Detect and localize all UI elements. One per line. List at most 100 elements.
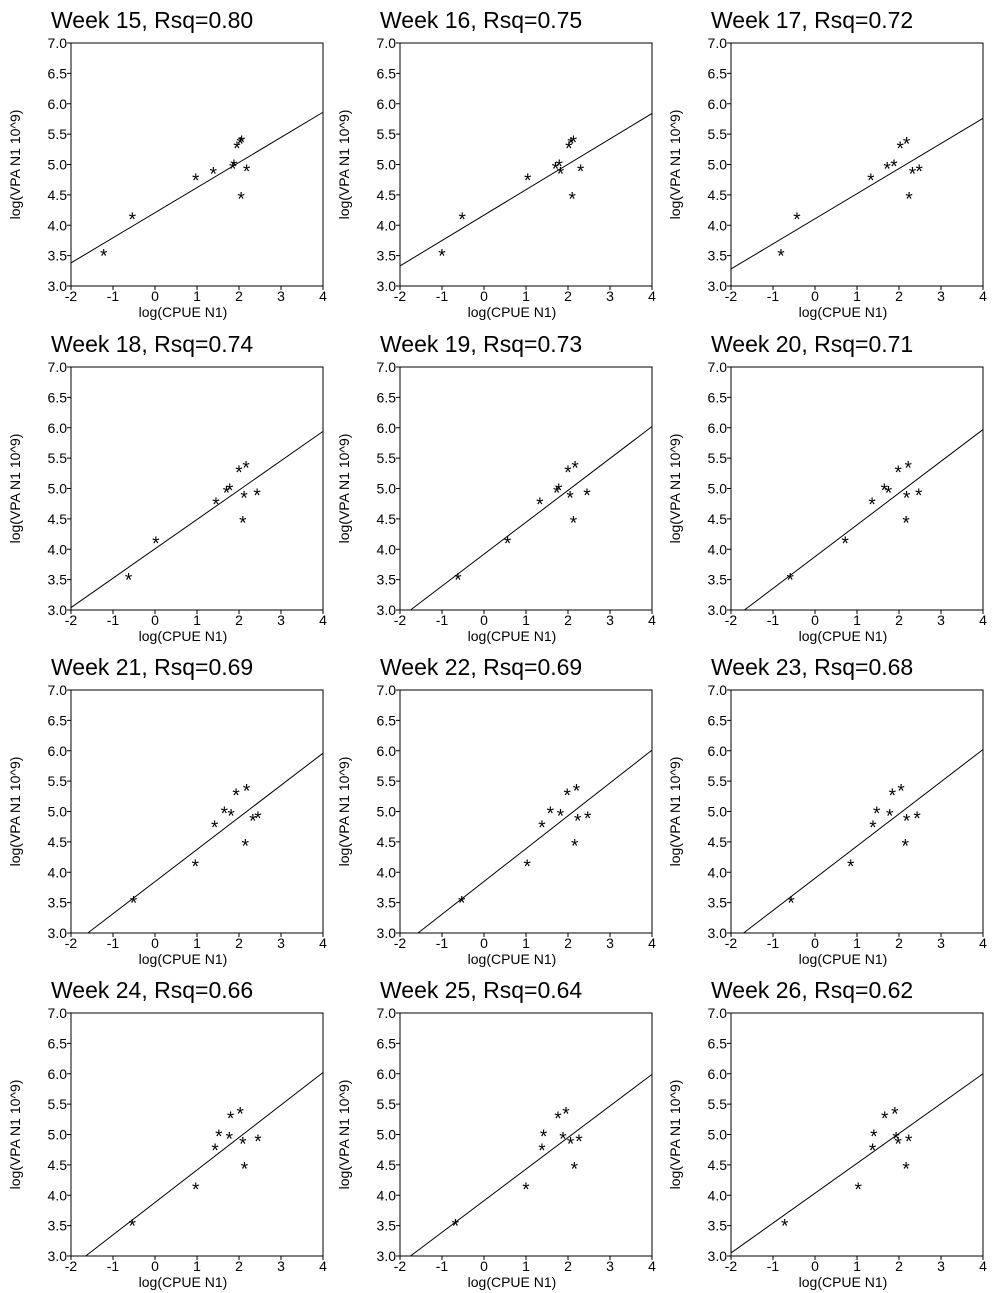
data-point: * [905,459,913,480]
y-tick-label: 7.0 [708,1005,728,1021]
chart-title: Week 24, Rsq=0.66 [51,977,253,1003]
y-tick-label: 5.5 [708,1096,728,1112]
x-tick-label: 3 [277,288,285,304]
plot-frame [730,689,984,934]
data-point: * [540,1127,548,1148]
y-tick-label: 4.0 [708,1187,728,1203]
y-tick-label: 5.0 [708,481,728,497]
y-tick-label: 5.0 [708,157,728,173]
data-point: * [554,1109,562,1130]
y-tick-label: 6.0 [48,96,68,112]
x-tick-label: -1 [436,612,449,628]
y-tick-label: 6.0 [377,1066,397,1082]
x-tick-label: 4 [979,1258,987,1274]
chart-title: Week 17, Rsq=0.72 [711,7,913,33]
y-tick-label: 6.5 [708,389,728,405]
y-tick-label: 7.0 [48,35,68,51]
data-point: * [567,135,575,156]
y-tick-label: 6.0 [708,420,728,436]
y-tick-label: 3.5 [377,1218,397,1234]
data-point: * [559,1130,567,1151]
regression-line [410,1073,653,1257]
chart-title: Week 18, Rsq=0.74 [51,331,253,357]
data-point: * [249,811,257,832]
y-axis-label: log(VPA N1 10^9) [7,1080,23,1190]
y-axis-label: log(VPA N1 10^9) [336,434,352,544]
y-tick-label: 4.0 [377,864,397,880]
data-point: * [538,1141,546,1162]
y-tick-label: 3.0 [377,925,397,941]
x-tick-label: -1 [767,935,780,951]
regression-line [744,429,984,611]
data-point: * [903,135,911,156]
regression-line [417,749,653,934]
plot-frame [399,366,653,611]
data-point: * [574,811,582,832]
x-tick-label: 4 [648,935,656,951]
y-tick-label: 6.0 [708,1066,728,1082]
data-point: * [221,804,229,825]
x-tick-label: 0 [480,288,488,304]
y-tick-label: 3.5 [377,572,397,588]
y-axis-label: log(VPA N1 10^9) [667,110,683,220]
x-tick-label: -2 [65,1258,78,1274]
x-axis-label: log(CPUE N1) [799,628,888,644]
y-tick-label: 5.0 [377,481,397,497]
data-point: * [524,171,532,192]
data-point: * [211,818,219,839]
data-point: * [243,162,251,183]
y-tick-label: 6.0 [708,96,728,112]
data-point: * [867,171,875,192]
chart-panel-7: Week 21, Rsq=0.69 3.0 3.5 4.0 4.5 5.0 5.5 6.0 6.… [7,654,327,967]
regression-line [743,749,984,934]
y-tick-label: 4.0 [377,1187,397,1203]
data-point: * [235,463,243,484]
y-axis-label: log(VPA N1 10^9) [7,110,23,220]
y-tick-label: 5.5 [48,126,68,142]
x-tick-label: -2 [394,1258,407,1274]
plot-frame [70,366,324,611]
y-tick-label: 3.5 [708,248,728,264]
data-point: * [913,809,921,830]
plot-frame [730,42,984,287]
chart-title: Week 25, Rsq=0.64 [380,977,582,1003]
y-tick-label: 6.5 [377,389,397,405]
x-tick-label: -2 [725,935,738,951]
chart-panel-1: Week 15, Rsq=0.80 3.0 3.5 4.0 4.5 5.0 5.5 6.0 6.… [7,7,327,320]
x-tick-label: 0 [480,1258,488,1274]
data-point: * [565,139,573,160]
y-tick-label: 6.5 [708,1035,728,1051]
x-tick-label: -2 [725,612,738,628]
y-axis-label: log(VPA N1 10^9) [336,757,352,867]
data-point: * [571,459,579,480]
y-tick-label: 4.5 [377,1157,397,1173]
y-tick-label: 4.0 [48,541,68,557]
data-point: * [902,1159,910,1180]
plot-frame [730,1012,984,1257]
data-point: * [787,570,795,591]
data-point: * [129,1216,137,1237]
y-axis-label: log(VPA N1 10^9) [667,757,683,867]
y-tick-label: 4.0 [708,217,728,233]
y-tick-label: 6.0 [377,743,397,759]
data-point: * [890,157,898,178]
x-tick-label: -1 [436,1258,449,1274]
y-tick-label: 3.0 [708,278,728,294]
x-tick-label: 3 [606,935,614,951]
y-tick-label: 4.0 [708,864,728,880]
x-tick-label: 2 [895,288,903,304]
x-axis-label: log(CPUE N1) [799,1274,888,1290]
x-tick-label: 0 [151,1258,159,1274]
y-tick-label: 4.5 [48,511,68,527]
data-point: * [522,1180,530,1201]
y-tick-label: 4.5 [48,1157,68,1173]
data-point: * [100,246,108,267]
x-tick-label: 3 [937,612,945,628]
x-tick-label: 1 [853,1258,861,1274]
x-tick-label: 4 [319,288,327,304]
y-tick-label: 7.0 [708,35,728,51]
y-tick-label: 4.5 [377,187,397,203]
y-tick-label: 5.0 [377,804,397,820]
x-tick-label: -1 [107,288,120,304]
data-point: * [881,481,889,502]
